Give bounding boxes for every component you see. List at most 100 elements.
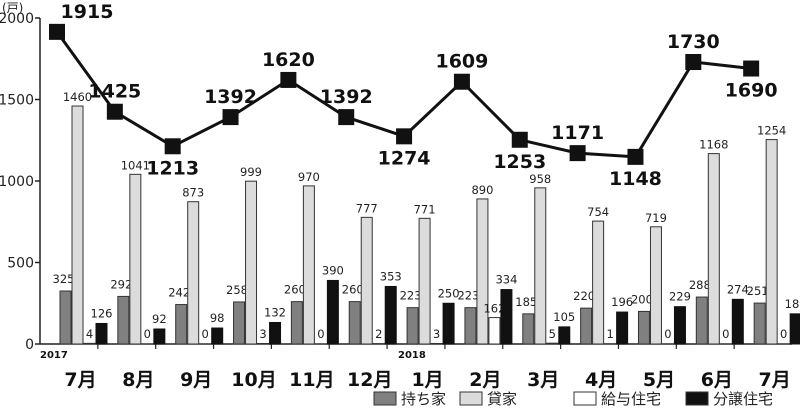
total-value-label: 1213 [146, 157, 199, 179]
bar-value-label: 0 [317, 327, 324, 341]
x-category-label: 5月 [643, 369, 675, 391]
bar-value-label: 126 [91, 306, 113, 320]
bar-value-label: 223 [457, 289, 479, 303]
bar-kashiya [245, 180, 258, 345]
bar-value-label: 292 [110, 277, 132, 291]
total-value-label: 1609 [435, 51, 488, 73]
total-marker [511, 131, 528, 148]
bar-value-label: 970 [298, 170, 320, 184]
bar-value-label: 334 [495, 273, 517, 287]
bar-bunjo [673, 306, 686, 345]
total-marker [338, 109, 355, 126]
x-category-label: 10月 [231, 369, 276, 391]
bar-kashiya [360, 216, 373, 345]
bar-value-label: 258 [226, 283, 248, 297]
bar-mochiie [522, 313, 535, 345]
bar-value-label: 0 [722, 327, 729, 341]
total-value-label: 1690 [725, 80, 778, 102]
bar-value-label: 353 [380, 269, 402, 283]
x-category-label: 11月 [289, 369, 334, 391]
x-category-label: 8月 [122, 369, 154, 391]
x-category-label: 2月 [469, 369, 501, 391]
total-value-label: 1392 [320, 86, 373, 108]
bar-kashiya [534, 187, 547, 345]
bar-kashiya [71, 105, 84, 345]
bar-value-label: 0 [780, 327, 787, 341]
total-marker [685, 54, 702, 71]
legend: 持ち家 貸家 給与住宅 分譲住宅 [373, 390, 773, 408]
bar-bunjo [616, 311, 629, 345]
bar-mochiie [348, 301, 361, 345]
bar-kashiya [476, 198, 489, 345]
legend-label-kyuyo: 給与住宅 [601, 390, 661, 408]
legend-swatch-bunjo [685, 391, 709, 406]
total-value-label: 1392 [204, 86, 257, 108]
bar-bunjo [731, 298, 744, 345]
legend-swatch-kashiya [459, 391, 483, 406]
total-marker [49, 23, 65, 40]
bar-value-label: 999 [240, 165, 262, 179]
bar-value-label: 771 [414, 202, 436, 216]
bar-value-label: 958 [529, 172, 551, 186]
total-marker [396, 128, 413, 145]
bar-bunjo [789, 313, 800, 345]
total-marker [627, 148, 644, 165]
legend-label-kashiya: 貸家 [487, 390, 517, 408]
bar-value-label: 162 [483, 302, 505, 316]
total-value-label: 1620 [262, 49, 315, 71]
bar-mochiie [406, 307, 419, 345]
total-marker [453, 73, 470, 90]
bar-value-label: 390 [322, 263, 344, 277]
legend-swatch-kyuyo [573, 391, 597, 406]
bar-kashiya [707, 153, 720, 345]
total-marker [222, 109, 239, 126]
bar-value-label: 5 [549, 327, 556, 341]
legend-label-bunjo: 分譲住宅 [713, 390, 773, 408]
x-category-label: 7月 [64, 369, 96, 391]
bar-kashiya [765, 139, 778, 345]
bar-mochiie [59, 290, 72, 345]
bar-mochiie [117, 295, 130, 345]
y-tick-label: 1000 [0, 174, 34, 190]
y-tick-label: 1500 [0, 93, 34, 109]
bar-value-label: 185 [515, 295, 537, 309]
bar-value-label: 3 [259, 327, 266, 341]
bar-value-label: 325 [53, 272, 75, 286]
y-unit-label: (戸) [2, 1, 23, 15]
bar-mochiie [580, 307, 593, 345]
bar-value-label: 185 [785, 297, 800, 311]
bar-value-label: 220 [573, 289, 595, 303]
legend-swatch-mochiie [373, 391, 397, 406]
total-value-label: 1148 [609, 168, 662, 190]
bar-value-label: 719 [645, 211, 667, 225]
bar-value-label: 754 [587, 205, 609, 219]
bar-value-label: 4 [86, 327, 93, 341]
bar-value-label: 873 [182, 186, 204, 200]
y-tick-label: 0 [25, 337, 34, 353]
bar-value-label: 251 [747, 284, 769, 298]
bar-value-label: 260 [342, 283, 364, 297]
total-value-label: 1274 [378, 147, 431, 169]
bar-kashiya [187, 201, 200, 345]
year-label: 2018 [398, 350, 426, 361]
bar-bunjo [153, 328, 166, 345]
total-value-label: 1730 [667, 31, 720, 53]
bar-value-label: 105 [553, 310, 575, 324]
x-category-label: 9月 [180, 369, 212, 391]
legend-label-mochiie: 持ち家 [401, 390, 446, 408]
bar-value-label: 0 [202, 327, 209, 341]
bar-mochiie [464, 307, 477, 345]
bar-value-label: 0 [664, 327, 671, 341]
bar-kyuyo [83, 342, 96, 345]
bar-bunjo [95, 322, 108, 345]
bar-value-label: 223 [400, 289, 422, 303]
bar-value-label: 1460 [63, 90, 92, 104]
bar-value-label: 288 [689, 278, 711, 292]
bar-value-label: 250 [438, 286, 460, 300]
bar-value-label: 1 [606, 327, 613, 341]
x-category-label: 4月 [585, 369, 617, 391]
bar-value-label: 1254 [757, 124, 786, 138]
bar-value-label: 1168 [699, 138, 728, 152]
year-label: 2017 [40, 350, 68, 361]
